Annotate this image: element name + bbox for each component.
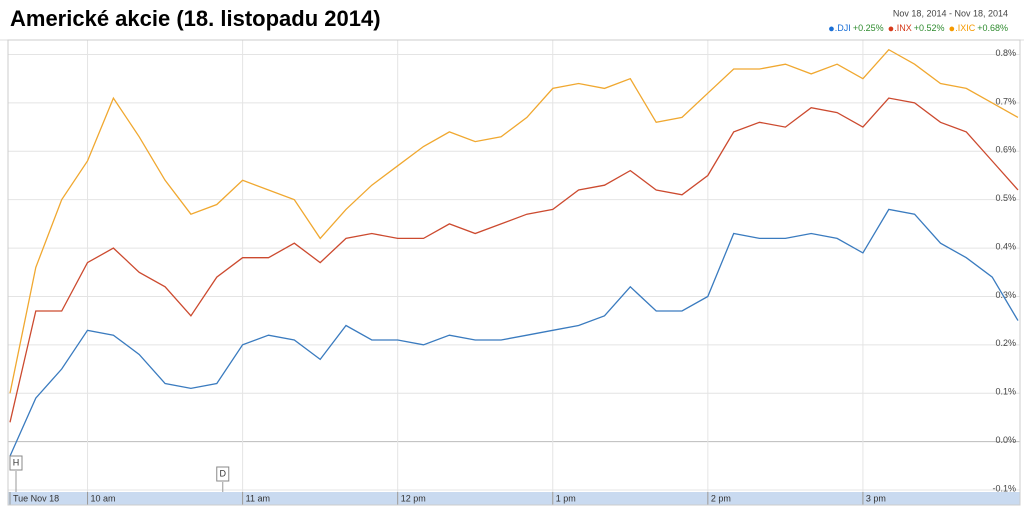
x-tick-label: 10 am: [91, 493, 116, 503]
plot-border: [7, 39, 1021, 506]
legend-change: +0.25%: [853, 23, 884, 33]
x-tick-label: 2 pm: [711, 493, 731, 503]
date-range: Nov 18, 2014 - Nov 18, 2014: [893, 8, 1008, 18]
y-tick-label: 0.5%: [995, 193, 1016, 203]
series-line: [9, 97, 1019, 423]
y-tick-label: 0.3%: [995, 290, 1016, 300]
x-axis-bar: [8, 492, 1020, 505]
legend-marker: ●: [949, 23, 956, 35]
y-tick-label: 0.0%: [995, 435, 1016, 445]
chart-title: Americké akcie (18. listopadu 2014): [10, 6, 381, 31]
series-line: [9, 48, 1019, 394]
legend-marker: ●: [888, 23, 895, 35]
x-tick-label: 12 pm: [401, 493, 426, 503]
flag: [9, 455, 23, 471]
y-tick-label: -0.1%: [992, 483, 1016, 493]
x-tick-label: 11 am: [246, 493, 270, 503]
legend-label: .INX: [894, 23, 912, 33]
x-tick-label: Tue Nov 18: [13, 493, 59, 503]
y-tick-label: 0.8%: [995, 48, 1016, 58]
series-line: [9, 208, 1019, 457]
legend: ●.DJI +0.25% ●.INX +0.52% ●.IXIC +0.68%: [828, 23, 1008, 35]
legend-label: .IXIC: [955, 23, 976, 33]
y-tick-label: 0.7%: [995, 96, 1016, 106]
x-tick-label: 1 pm: [556, 493, 576, 503]
legend-change: +0.68%: [977, 23, 1008, 33]
flag: [216, 466, 230, 482]
legend-label: .DJI: [835, 23, 851, 33]
legend-marker: ●: [828, 23, 835, 35]
flag-label: D: [220, 468, 227, 478]
y-tick-label: 0.4%: [995, 241, 1016, 251]
y-tick-label: 0.6%: [995, 145, 1016, 155]
legend-change: +0.52%: [914, 23, 945, 33]
y-tick-label: 0.2%: [995, 338, 1016, 348]
x-tick-label: 3 pm: [866, 493, 886, 503]
y-tick-label: 0.1%: [995, 387, 1016, 397]
flag-label: H: [13, 457, 20, 467]
